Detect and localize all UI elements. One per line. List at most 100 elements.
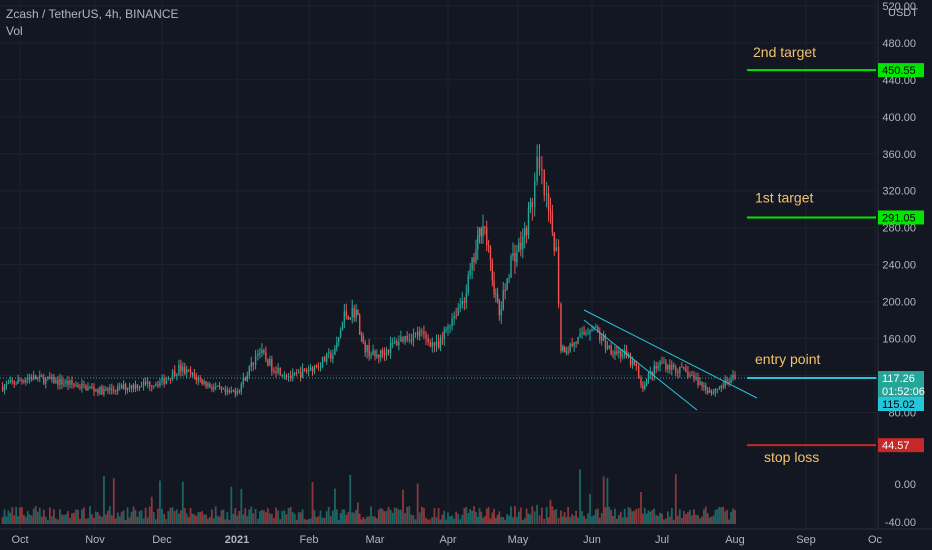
volume-bar [178, 513, 180, 524]
volume-bar [343, 509, 346, 524]
volume-bar [402, 489, 404, 524]
volume-bar [40, 516, 43, 524]
volume-bar [533, 511, 536, 524]
volume-bar [313, 510, 316, 524]
candle-body [482, 226, 484, 237]
candle-body [421, 330, 423, 332]
price-tick-label: 280.00 [882, 223, 916, 235]
volume-bar [331, 510, 334, 524]
volume-bar [467, 513, 470, 524]
time-axis-bg [0, 529, 932, 550]
candle-body [176, 374, 178, 377]
volume-bar [633, 510, 636, 524]
volume-bar [453, 518, 456, 524]
volume-bar [527, 513, 530, 524]
candle-body [269, 359, 271, 366]
candle-body [625, 350, 628, 357]
candle-body [720, 385, 722, 389]
volume-bar [234, 508, 237, 524]
candle-body [184, 366, 186, 374]
volume-bar [400, 509, 402, 524]
volume-bar [619, 511, 622, 524]
volume-bar [347, 511, 350, 524]
volume-bar [374, 516, 376, 524]
candle-body [493, 280, 495, 295]
candle-body [614, 351, 616, 355]
volume-bar [585, 518, 587, 524]
volume-bar [435, 517, 438, 524]
volume-bar [722, 506, 725, 524]
stoploss-badge-text: 44.57 [882, 440, 910, 452]
volume-bar [187, 517, 190, 524]
volume-bar [695, 514, 697, 524]
volume-bar [297, 512, 300, 524]
volume-bar [11, 507, 14, 524]
currency-label: USDT [888, 7, 918, 19]
volume-bar [279, 519, 282, 524]
entry-badge-text: 115.02 [882, 399, 915, 411]
volume-bar [210, 509, 213, 524]
volume-bar [423, 507, 425, 524]
volume-bar [575, 510, 577, 524]
candle-body [425, 334, 427, 339]
candle-body [710, 390, 713, 394]
candle-body [414, 332, 417, 334]
candle-body [599, 332, 601, 341]
candle-body [423, 331, 425, 335]
candle-body [126, 387, 129, 391]
volume-bar [517, 511, 520, 524]
candle-body [435, 341, 438, 346]
volume-bar [732, 508, 734, 524]
candle-body [616, 351, 618, 354]
volume-bar [600, 513, 603, 524]
candle-body [317, 366, 320, 368]
volume-bar [714, 510, 717, 524]
candle-body [567, 351, 569, 353]
candle-body [622, 355, 624, 357]
volume-bar [248, 509, 251, 524]
candle-body [189, 370, 192, 375]
volume-bar [678, 509, 681, 524]
volume-bar [500, 517, 503, 524]
volume-bar [77, 509, 79, 524]
volume-bar [15, 506, 18, 524]
volume-bar [228, 519, 231, 524]
volume-bar [589, 494, 591, 524]
volume-bar [381, 509, 384, 524]
candle-body [11, 380, 13, 382]
volume-bar [451, 515, 453, 524]
volume-bar [118, 516, 121, 524]
volume-bar [309, 518, 312, 524]
volume-bar [543, 518, 546, 524]
volume-bar [718, 506, 721, 524]
candle-body [71, 380, 73, 384]
candle-body [563, 346, 566, 353]
volume-bar [437, 508, 440, 524]
candle-body [496, 294, 499, 302]
volume-bar [476, 516, 479, 524]
candle-body [238, 390, 241, 392]
volume-bar [670, 508, 673, 524]
volume-tick-label: -40.00 [885, 517, 916, 529]
grid-lines [0, 0, 878, 529]
volume-bar [647, 510, 650, 524]
candle-body [730, 378, 732, 384]
candle-body [677, 372, 679, 374]
volume-bar [433, 508, 436, 524]
volume-bar [327, 506, 330, 524]
candle-body [25, 380, 27, 383]
volume-bar [26, 511, 29, 524]
volume-bar [393, 507, 396, 524]
candle-body [213, 387, 215, 389]
volume-bar [250, 506, 253, 524]
candle-body [370, 354, 372, 357]
volume-bar [140, 510, 143, 524]
volume-bar [483, 516, 486, 524]
candle-body [608, 345, 610, 348]
candle-body [299, 372, 302, 378]
candle-body [180, 364, 182, 372]
volume-bar [431, 517, 434, 524]
candle-body [385, 349, 388, 356]
candle-body [569, 343, 571, 352]
